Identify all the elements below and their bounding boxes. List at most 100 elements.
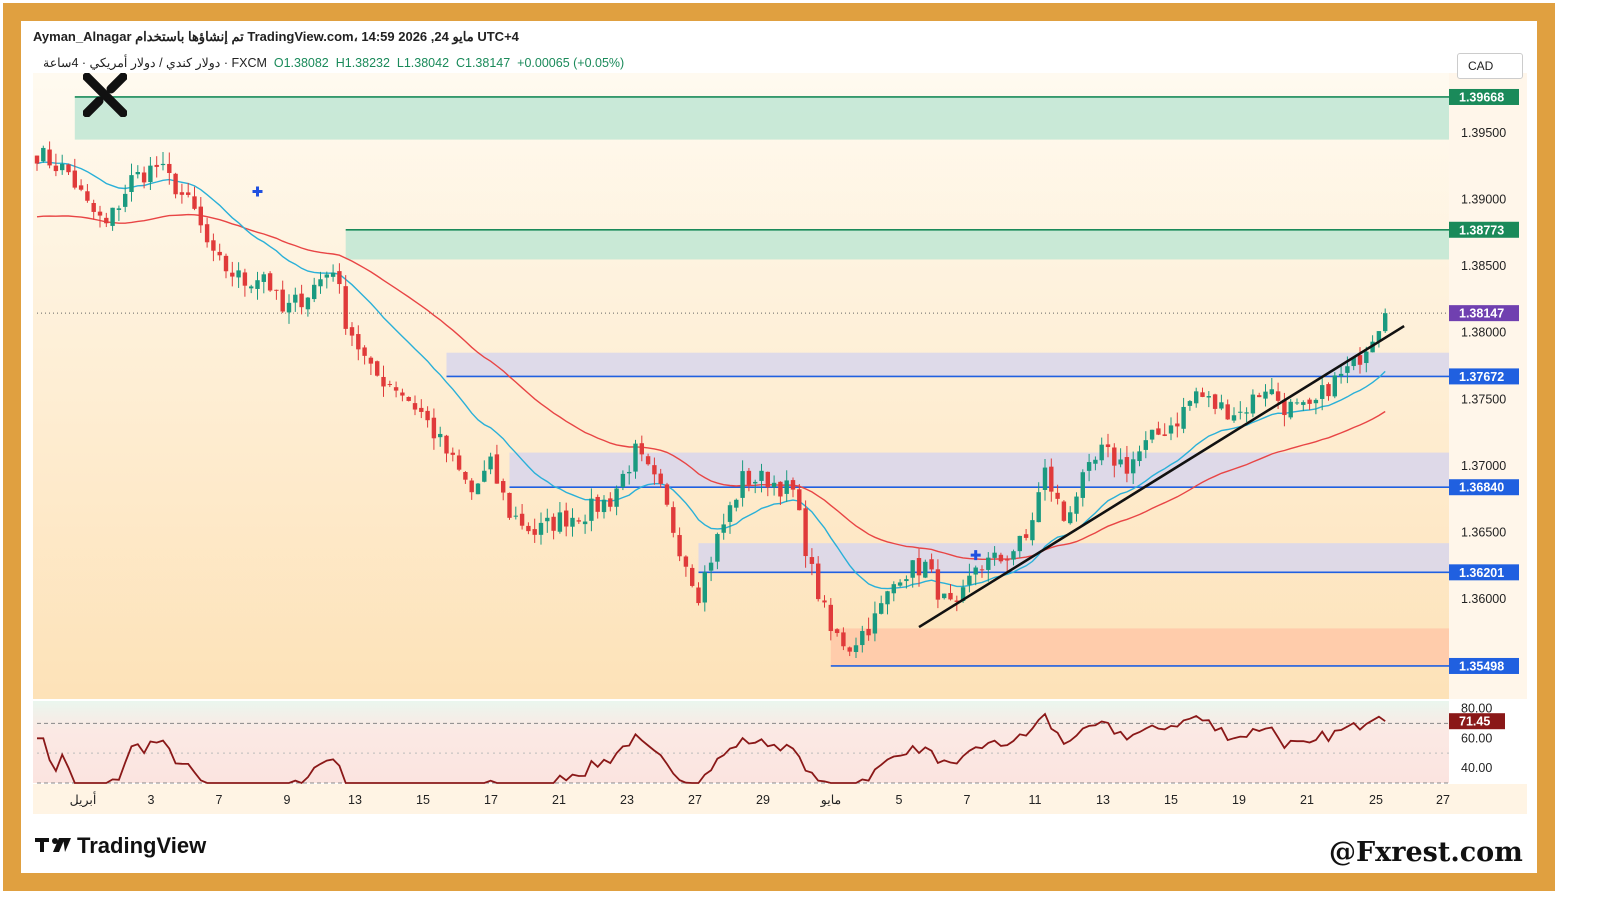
candle-body bbox=[450, 452, 455, 455]
candle-body bbox=[1143, 440, 1148, 450]
zone-mid-3 bbox=[509, 452, 1449, 488]
candle-body bbox=[696, 587, 701, 604]
candle-body bbox=[1181, 406, 1186, 429]
candle-body bbox=[1105, 444, 1111, 448]
zone-support-5 bbox=[830, 628, 1449, 666]
candle-body bbox=[387, 384, 392, 386]
plot-background bbox=[33, 73, 1449, 699]
candle-body bbox=[482, 470, 487, 482]
candle-body bbox=[1011, 551, 1016, 560]
time-tick-label: 5 bbox=[896, 793, 903, 807]
time-tick-label: مايو bbox=[820, 793, 841, 808]
candle-body bbox=[765, 471, 770, 488]
candle-body bbox=[1175, 423, 1180, 427]
crossover-marker-0 bbox=[252, 186, 263, 197]
candle-body bbox=[1307, 399, 1312, 404]
candle-body bbox=[507, 492, 512, 518]
candle-body bbox=[891, 584, 896, 594]
candle-body bbox=[274, 289, 279, 291]
candle-body bbox=[740, 471, 745, 498]
time-tick-label: 27 bbox=[1436, 793, 1450, 807]
candle-body bbox=[904, 579, 909, 582]
candle-body bbox=[267, 273, 273, 291]
rsi-background bbox=[33, 701, 1449, 783]
candle-body bbox=[425, 410, 430, 421]
candle-body bbox=[444, 435, 449, 454]
rsi-value-tag: 71.45 bbox=[1459, 715, 1490, 729]
candle-body bbox=[97, 211, 103, 216]
candle-body bbox=[564, 510, 569, 527]
candle-body bbox=[217, 251, 222, 256]
candle-body bbox=[1294, 402, 1300, 404]
candle-body bbox=[1345, 366, 1350, 373]
candle-body bbox=[299, 293, 304, 308]
crossover-marker-1 bbox=[970, 550, 981, 561]
time-tick-label: 19 bbox=[1232, 793, 1246, 807]
candle-body bbox=[1055, 492, 1060, 499]
candle-body bbox=[809, 557, 815, 564]
time-tick-label: 27 bbox=[688, 793, 702, 807]
level-tag-3-bg bbox=[1449, 479, 1519, 496]
tradingview-logo-text: TradingView bbox=[77, 833, 207, 858]
candle-body bbox=[110, 207, 115, 226]
level-tag-4: 1.36201 bbox=[1459, 566, 1504, 580]
candle-body bbox=[223, 255, 229, 272]
candle-body bbox=[47, 149, 52, 166]
candle-body bbox=[1301, 402, 1306, 405]
candle-body bbox=[53, 165, 59, 172]
candle-body bbox=[986, 557, 991, 570]
price-chart[interactable]: 1.39500 1.39000 1.38500 1.38000 1.37500 1.370… bbox=[21, 21, 1537, 873]
candle-body bbox=[551, 516, 556, 531]
candle-body bbox=[885, 591, 890, 605]
candle-body bbox=[337, 271, 342, 285]
candle-body bbox=[1099, 444, 1104, 461]
candle-body bbox=[532, 529, 537, 535]
time-tick-label: 13 bbox=[348, 793, 362, 807]
price-tick-label: 1.36500 bbox=[1461, 526, 1506, 540]
ema-slow-line bbox=[36, 213, 1386, 560]
candle-body bbox=[601, 499, 607, 513]
candle-body bbox=[790, 480, 796, 490]
currency-selector[interactable]: CAD bbox=[1457, 53, 1523, 79]
candle-body bbox=[1118, 459, 1123, 465]
candle-body bbox=[330, 272, 336, 277]
time-tick-label: أبريل bbox=[70, 791, 97, 808]
candle-body bbox=[570, 517, 575, 527]
level-tag-1-bg bbox=[1449, 221, 1519, 238]
candle-body bbox=[778, 481, 783, 497]
candle-body bbox=[1326, 384, 1331, 397]
header-symbol-line: دولار كندي / دولار أمريكي · 4ساعة · FXCM… bbox=[43, 55, 624, 70]
candle-body bbox=[702, 572, 707, 603]
candle-body bbox=[967, 575, 972, 585]
candle-body bbox=[935, 569, 941, 600]
candle-body bbox=[1206, 396, 1211, 398]
symbol-name[interactable]: دولار كندي / دولار أمريكي · 4ساعة · FXCM bbox=[43, 56, 267, 70]
candle-body bbox=[834, 629, 840, 634]
candle-body bbox=[853, 645, 859, 652]
candle-body bbox=[1320, 385, 1325, 399]
candle-body bbox=[186, 192, 191, 195]
candle-body bbox=[557, 512, 563, 532]
candle-body bbox=[1068, 512, 1073, 524]
candle-body bbox=[211, 240, 216, 251]
x-logo-icon bbox=[83, 73, 127, 117]
time-tick-label: 23 bbox=[620, 793, 634, 807]
candle-body bbox=[960, 587, 966, 601]
candle-body bbox=[721, 524, 726, 533]
candle-body bbox=[293, 294, 298, 303]
candle-body bbox=[1162, 434, 1167, 436]
candle-body bbox=[1187, 401, 1193, 406]
rsi-tick-label: 40.00 bbox=[1461, 761, 1492, 775]
candle-body bbox=[179, 192, 185, 195]
header-attribution: Ayman_Alnagar تم إنشاؤها باستخدام Tradin… bbox=[33, 29, 519, 44]
candle-body bbox=[633, 443, 638, 472]
candle-body bbox=[923, 561, 928, 578]
candle-body bbox=[1357, 355, 1363, 365]
candle-body bbox=[1282, 399, 1287, 416]
candle-body bbox=[305, 297, 311, 310]
tradingview-logo[interactable]: TradingView bbox=[35, 833, 206, 859]
price-tick-label: 1.39000 bbox=[1461, 193, 1506, 207]
candle-body bbox=[897, 582, 903, 586]
ema-fast-line bbox=[36, 161, 1386, 590]
candle-body bbox=[1200, 392, 1205, 397]
